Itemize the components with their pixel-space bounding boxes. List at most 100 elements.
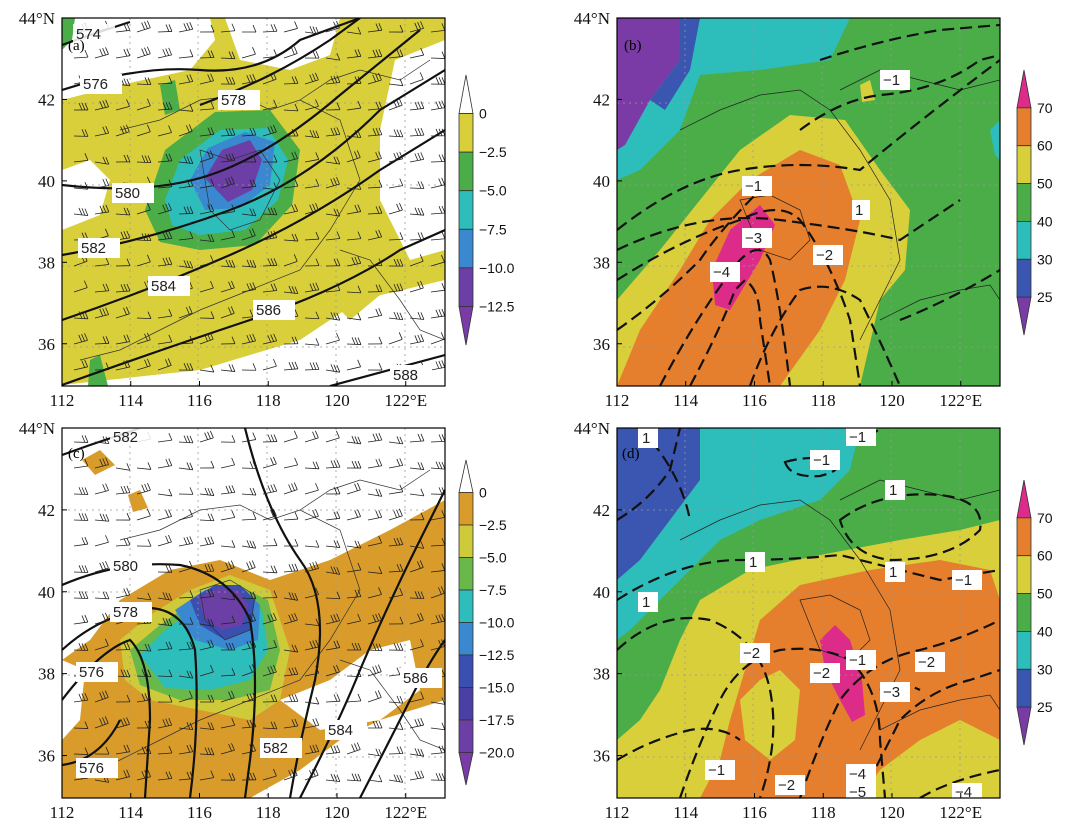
wind-barb — [220, 718, 236, 729]
y-tick-label: 44°N — [19, 9, 55, 28]
wind-barb — [367, 613, 382, 625]
wind-barb — [241, 540, 257, 549]
wind-barb — [409, 101, 425, 111]
wind-barb — [241, 512, 257, 521]
colorbar-cap — [1016, 706, 1032, 746]
contour-label: −4 — [952, 783, 982, 801]
y-tick-label: 44°N — [574, 9, 610, 28]
wind-barb — [367, 458, 383, 469]
wind-barb — [94, 483, 109, 495]
x-tick-label: 118 — [811, 803, 836, 822]
wind-barb — [409, 639, 424, 651]
wind-barb — [304, 482, 319, 495]
wind-barb — [220, 772, 236, 781]
wind-barb — [115, 48, 131, 59]
wind-barb — [430, 254, 445, 267]
wind-barb — [262, 230, 278, 241]
x-tick-label: 114 — [673, 803, 698, 822]
wind-barb — [367, 643, 383, 652]
wind-barb — [304, 744, 320, 755]
colorbar-label: −12.5 — [479, 298, 515, 314]
contour-label: 1 — [638, 592, 658, 612]
wind-barb — [241, 487, 257, 496]
wind-barb — [346, 482, 361, 495]
wind-barb — [283, 76, 299, 85]
wind-barb — [157, 179, 173, 189]
wind-barb — [157, 717, 173, 729]
wind-barb — [178, 155, 194, 164]
wind-barb — [157, 617, 173, 627]
wind-barb — [367, 720, 383, 729]
wind-barb — [157, 641, 173, 651]
svg-text:582: 582 — [263, 740, 288, 757]
wind-barb — [325, 75, 341, 85]
wind-barb — [178, 206, 194, 215]
wind-barb — [157, 458, 173, 469]
wind-barb — [388, 774, 404, 783]
colorbar-segment — [1016, 555, 1032, 594]
wind-barb — [367, 566, 383, 574]
wind-barb — [262, 99, 278, 111]
contour-label: −4 — [710, 262, 740, 282]
wind-barb — [94, 716, 109, 729]
wind-barb — [220, 51, 236, 60]
wind-barb — [388, 98, 403, 111]
panel-d: 1 −1 −1 1 1 1 −1 1 −2 −2 −1 −2 −3 −1 −2 … — [616, 427, 1001, 801]
colorbar-segment — [1016, 107, 1032, 147]
colorbar-label: 60 — [1037, 548, 1053, 564]
wind-barb — [283, 592, 299, 601]
wind-barb — [178, 231, 194, 241]
wind-barb — [262, 283, 278, 293]
wind-barb — [220, 280, 235, 293]
colorbar-a: 0 −2.5 −5.0 −7.5 −10.0 −12.5 — [458, 74, 515, 346]
wind-barb — [220, 229, 236, 241]
wind-barb — [94, 47, 109, 59]
y-tick-label: 36 — [38, 747, 55, 766]
wind-barb — [241, 259, 257, 268]
contour-label: 580 — [112, 183, 154, 203]
colorbar-label: 40 — [1037, 213, 1053, 229]
wind-barb — [283, 538, 299, 547]
wind-barb — [73, 614, 89, 625]
wind-barb — [178, 104, 194, 112]
colorbar-segment — [458, 113, 474, 153]
wind-barb — [199, 563, 215, 573]
wind-barb — [178, 462, 194, 471]
wind-barb — [367, 535, 383, 547]
wind-barb — [346, 540, 362, 549]
wind-barb — [430, 697, 445, 705]
wind-barb — [325, 208, 341, 217]
svg-text:584: 584 — [151, 278, 176, 295]
contour-label: 578 — [218, 90, 260, 110]
svg-text:−2: −2 — [813, 665, 830, 682]
wind-barb — [304, 129, 320, 139]
wind-barb — [136, 358, 151, 371]
contour-label: −4 — [846, 764, 876, 784]
wind-barb — [94, 307, 109, 319]
wind-barb — [409, 560, 424, 573]
wind-barb — [346, 312, 362, 321]
x-tick-label: 120 — [324, 803, 350, 822]
wind-barb — [136, 311, 152, 320]
wind-barb — [94, 457, 109, 469]
wind-barb — [94, 99, 110, 111]
wind-barb — [304, 718, 320, 729]
wind-barb — [409, 691, 424, 703]
wind-barb — [73, 747, 89, 755]
wind-barb — [241, 127, 257, 137]
svg-text:574: 574 — [76, 26, 101, 43]
wind-barb — [220, 176, 235, 189]
wind-barb — [199, 50, 215, 59]
wind-barb — [73, 280, 88, 293]
wind-barb — [220, 510, 236, 521]
wind-barb — [262, 72, 277, 85]
wind-barb — [241, 743, 257, 755]
wind-barb — [325, 613, 340, 625]
wind-barb — [241, 208, 257, 217]
wind-barb — [199, 150, 214, 163]
wind-barb — [409, 748, 425, 757]
wind-barb — [136, 254, 151, 267]
wind-barb — [325, 459, 341, 469]
wind-barb — [115, 23, 131, 33]
